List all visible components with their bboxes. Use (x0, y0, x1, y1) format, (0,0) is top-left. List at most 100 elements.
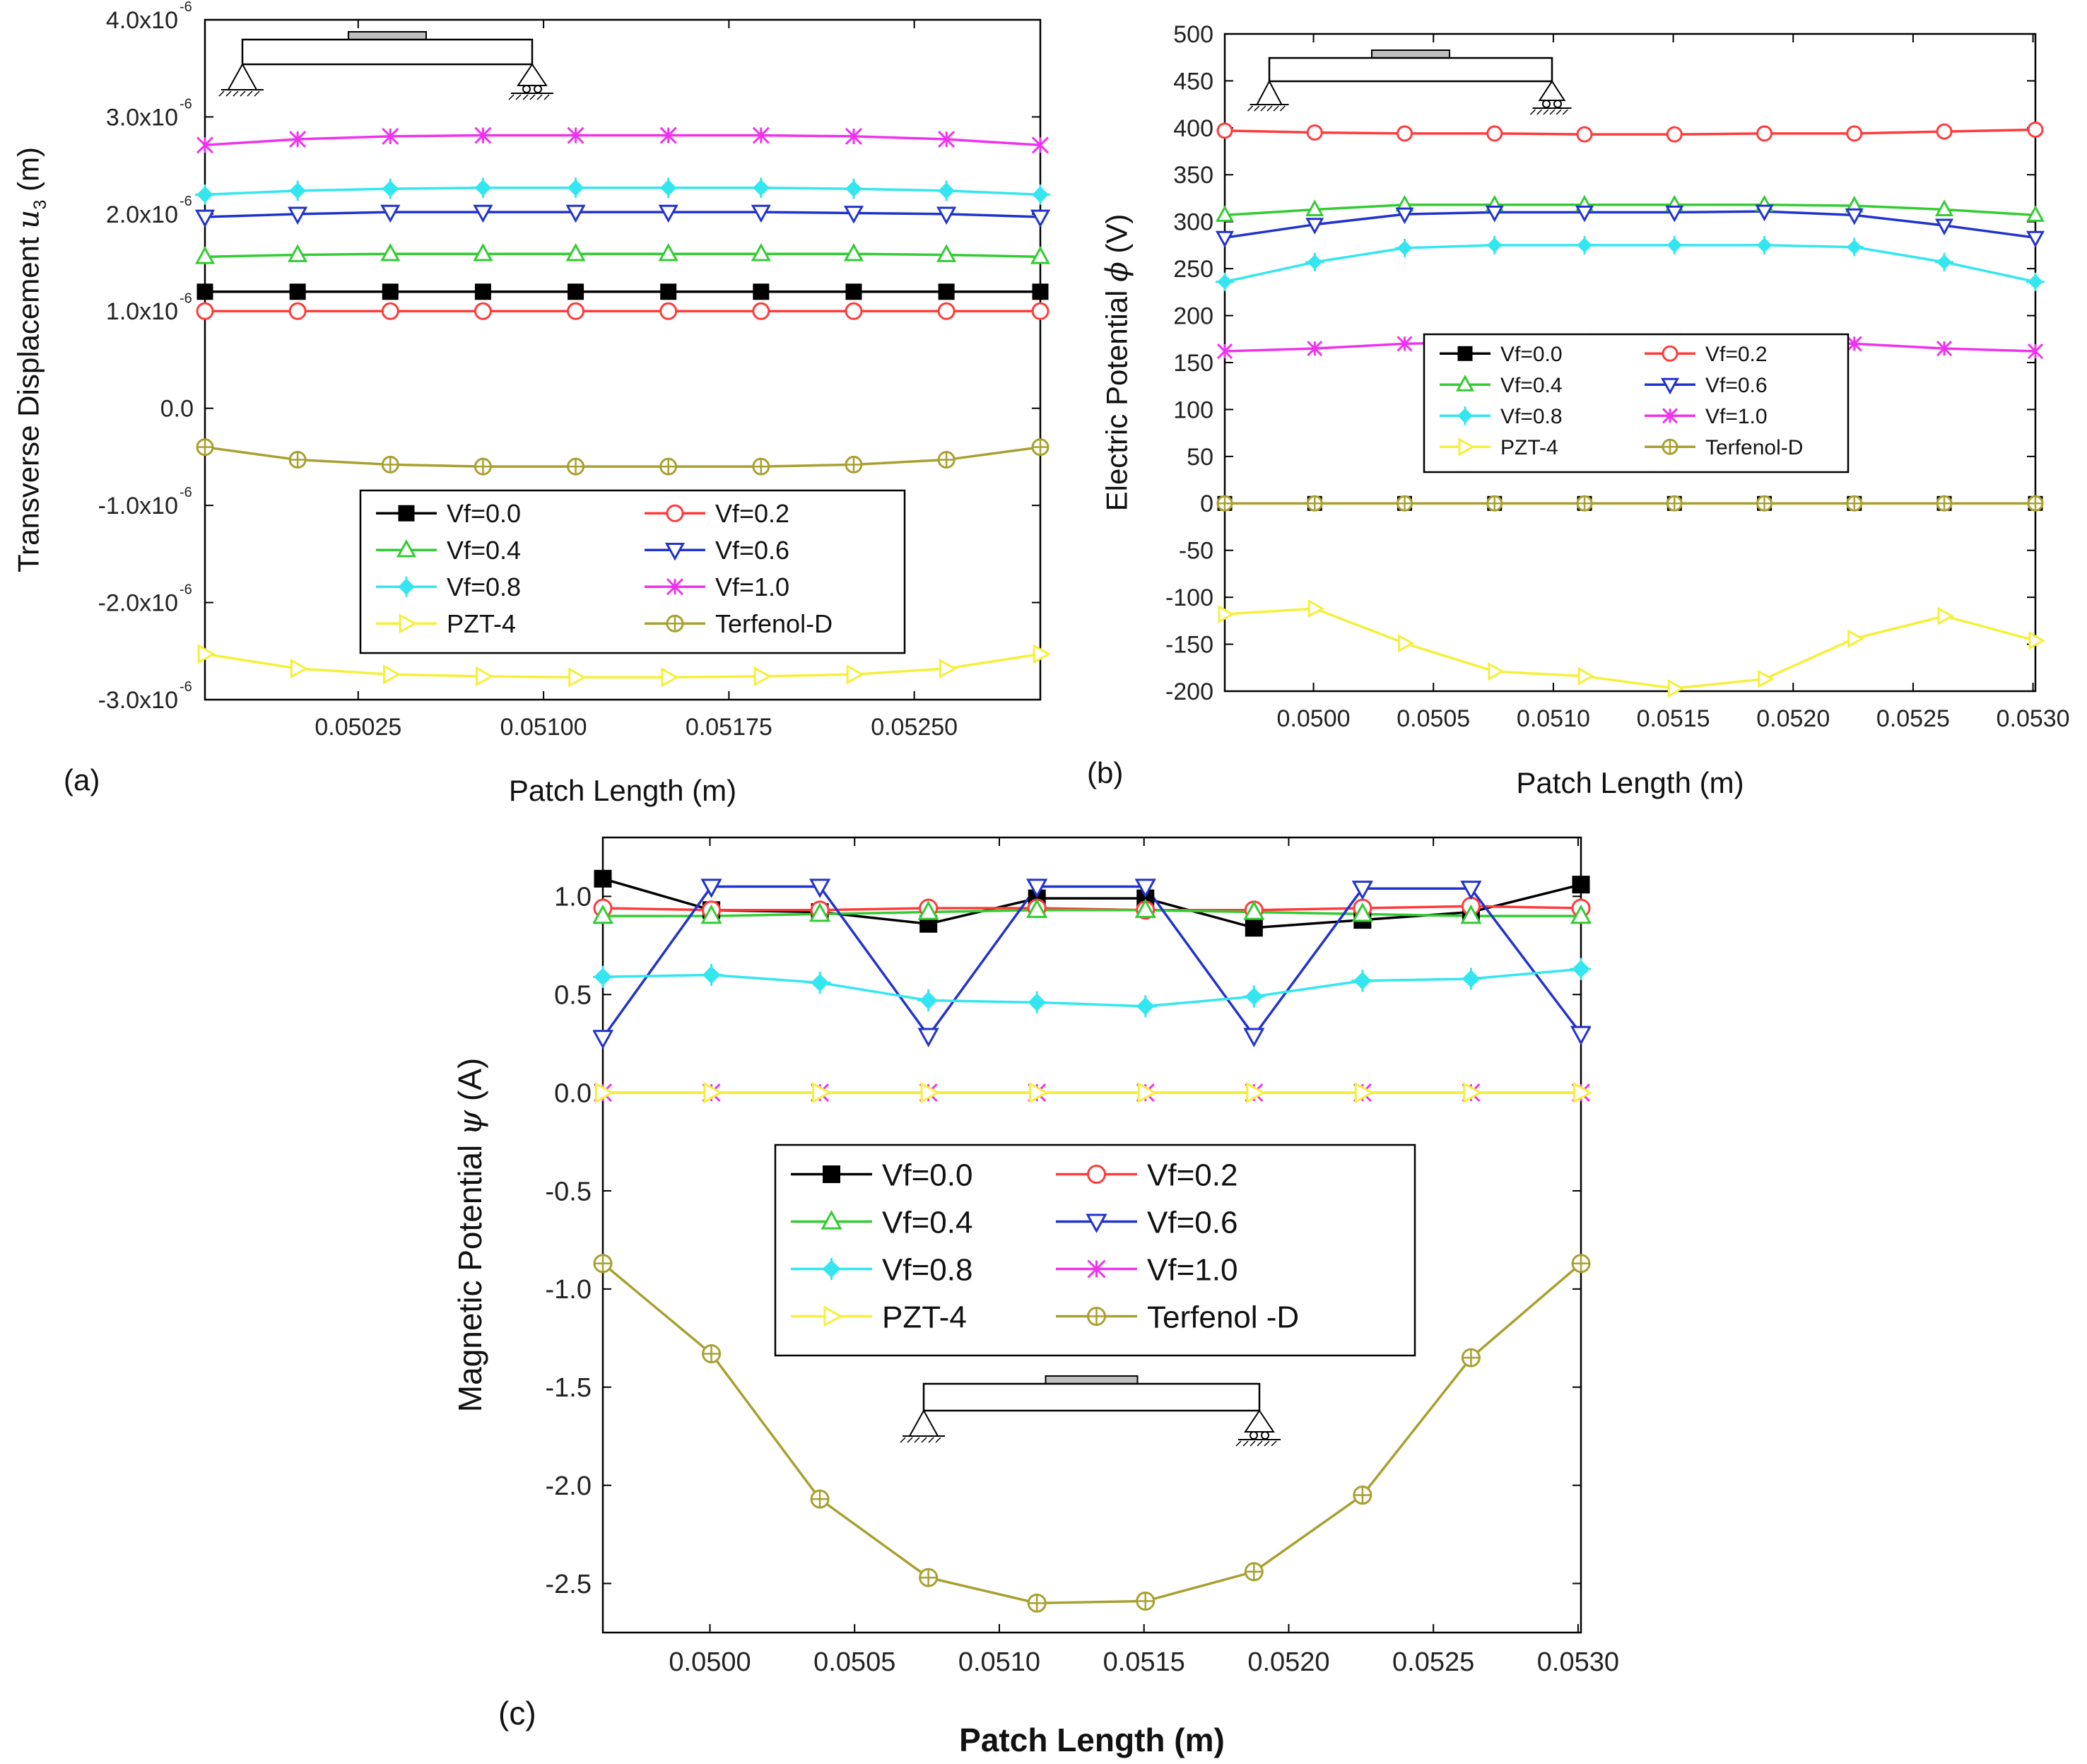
data-point (1030, 184, 1050, 205)
data-point (658, 177, 678, 199)
data-point (917, 1028, 939, 1047)
data-point (288, 302, 307, 320)
data-point (197, 644, 216, 664)
data-point (473, 243, 493, 261)
legend-entry: Vf=1.0 (645, 572, 789, 601)
data-point (1033, 644, 1050, 664)
data-point (1486, 125, 1503, 142)
data-point (1666, 495, 1683, 512)
data-point (1460, 904, 1482, 924)
data-point (917, 900, 939, 920)
x-tick-label: 0.0520 (1247, 1647, 1329, 1677)
legend-label: PZT-4 (882, 1300, 967, 1334)
data-point (1846, 495, 1863, 512)
y-tick-label: 0.0 (554, 1078, 592, 1108)
data-point (1305, 199, 1324, 216)
y-tick-exponent: -6 (180, 0, 192, 15)
data-point (382, 283, 399, 300)
series-group (1215, 122, 2045, 698)
legend-label: Vf=0.6 (1147, 1205, 1237, 1240)
data-point (1461, 1348, 1481, 1368)
data-point (195, 246, 216, 264)
data-point (1577, 666, 1595, 686)
data-point (919, 1568, 939, 1587)
data-point (1485, 205, 1504, 223)
legend-label: Vf=0.0 (882, 1158, 972, 1192)
data-point (1847, 629, 1864, 648)
x-tick-label: 0.0510 (958, 1647, 1040, 1677)
legend-entry: Vf=0.4 (1440, 374, 1563, 397)
data-point (1246, 1081, 1266, 1104)
series-line (601, 885, 1582, 1039)
y-tick-label: -50 (1179, 538, 1213, 565)
data-point (1353, 1486, 1372, 1505)
data-point (2028, 631, 2045, 650)
y-axis-title: Transverse Displacement u3 (m) (11, 147, 50, 572)
data-point (1485, 235, 1504, 254)
legend-marker (1087, 1307, 1106, 1327)
data-point (1398, 634, 1415, 653)
data-point (937, 451, 956, 469)
y-tick-exponent: -6 (180, 97, 192, 112)
data-point (1351, 881, 1373, 900)
data-point (936, 206, 957, 225)
data-point (382, 664, 401, 685)
legend-entry: Vf=1.0 (1645, 405, 1768, 428)
data-point (1307, 341, 1323, 357)
data-point (289, 283, 306, 300)
y-tick-exponent: -6 (180, 679, 192, 695)
legend-marker (1458, 437, 1476, 457)
data-point (660, 283, 677, 300)
legend: Vf=0.0 Vf=0.2 Vf=0.4 Vf=0.6 Vf=0.8 Vf=1.0 PZT-… (774, 1143, 1416, 1357)
series-line (602, 968, 1582, 1008)
data-point (1936, 123, 1953, 140)
data-point (1134, 878, 1156, 898)
data-point (1460, 881, 1482, 900)
series-line (601, 1262, 1582, 1605)
x-tick-label: 0.0510 (1517, 705, 1590, 732)
legend: Vf=0.0 Vf=0.2 Vf=0.4 Vf=0.6 Vf=0.8 Vf=1.0 PZT-… (1423, 333, 1850, 474)
y-tick-exponent: -6 (180, 582, 192, 598)
legend-marker (666, 578, 684, 596)
data-point (474, 457, 492, 476)
legend-label: Vf=0.4 (882, 1205, 972, 1240)
legend-entry: PZT-4 (791, 1300, 967, 1334)
legend-marker (821, 1210, 842, 1230)
panel-label: (c) (498, 1695, 536, 1731)
legend-entry: Terfenol-D (1645, 436, 1803, 459)
plot-frame (601, 836, 1582, 1634)
legend-marker (664, 542, 686, 561)
data-point (290, 658, 309, 679)
legend-marker (1456, 406, 1474, 425)
data-point (196, 302, 214, 320)
data-point (1134, 995, 1157, 1018)
legend-marker (1660, 377, 1680, 395)
legend-entry: Vf=0.4 (791, 1205, 972, 1240)
x-tick-label: 0.0520 (1756, 705, 1830, 732)
legend-marker (1662, 345, 1679, 362)
data-point (567, 127, 584, 144)
legend-entry: Vf=0.6 (645, 536, 789, 565)
data-point (843, 243, 864, 261)
data-point (1755, 204, 1774, 222)
data-point (1666, 126, 1683, 143)
series-line (204, 211, 1041, 218)
data-point (809, 971, 831, 994)
y-tick-label: 3.0x10 (106, 104, 178, 131)
x-tick-label: 0.0515 (1103, 1647, 1185, 1677)
data-point (474, 302, 492, 320)
series-line (204, 445, 1041, 468)
legend-label: Terfenol-D (715, 609, 833, 638)
data-point (1031, 136, 1050, 154)
x-axis-ticks: 0.05025 0.05100 0.05175 0.05250 (314, 20, 958, 741)
data-point (1935, 218, 1954, 236)
data-point (1758, 669, 1775, 688)
data-point (1572, 1081, 1591, 1104)
series-line (204, 134, 1041, 147)
series-group (195, 127, 1050, 688)
data-point (1395, 207, 1414, 225)
data-point (658, 204, 678, 223)
legend-marker (398, 505, 415, 522)
